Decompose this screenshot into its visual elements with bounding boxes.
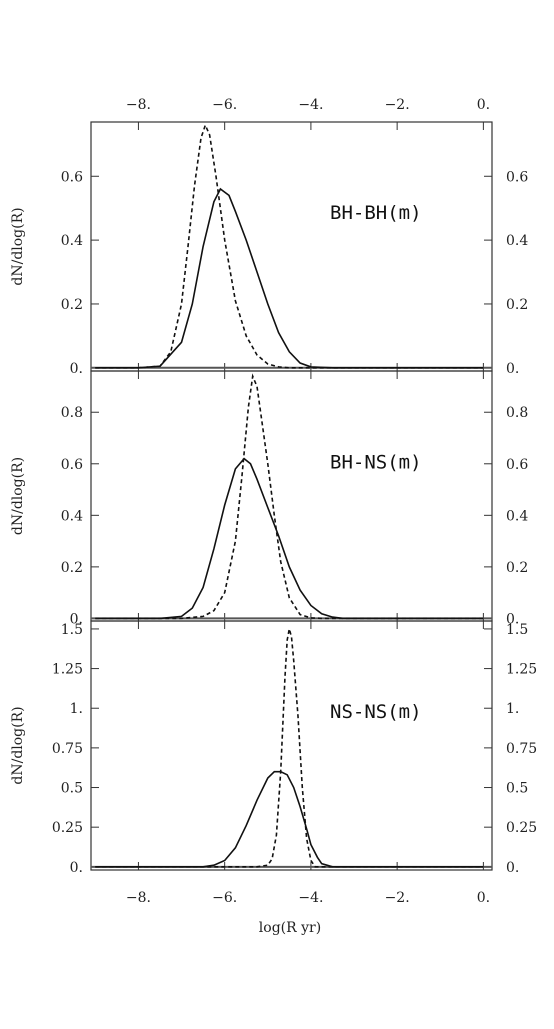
x-tick-label-bottom: 0. (477, 890, 490, 906)
bottom-x-tick-labels: −8. −6. −4. −2. 0. (126, 890, 490, 906)
y-tick-label: 0.2 (61, 297, 83, 313)
x-tick-label-bottom: −8. (126, 890, 151, 906)
panel-frame (90, 620, 493, 871)
panels: 0. 0. 0.2 0.2 0.4 0.4 0.6 0.6 dN/dlog(R) BH-BH(m)… (10, 121, 537, 876)
panel-1: 0. 0. 0.2 0.2 0.4 0.4 0.6 0.6 dN/dlog(R) BH-BH(m) (10, 121, 528, 377)
y-tick-label: 0.75 (52, 741, 83, 757)
panel-label: BH-BH(m) (330, 202, 422, 224)
series-line-solid (95, 457, 484, 620)
y-axis-title: dN/dlog(R) (10, 457, 26, 535)
y-axis-title: dN/dlog(R) (10, 207, 26, 285)
y-tick-label: 0.6 (61, 169, 83, 185)
y-tick-label: 0.6 (61, 457, 83, 473)
y-tick-label: 0. (70, 611, 83, 627)
x-tick-label-top: 0. (477, 97, 490, 113)
y-tick-label: 0.25 (52, 820, 83, 836)
y-tick-label: 0.2 (61, 560, 83, 576)
y-tick-label-right: 0.8 (506, 405, 528, 421)
y-tick-label-right: 0. (506, 860, 519, 876)
top-x-tick-labels: −8. −6. −4. −2. 0. (126, 97, 490, 113)
x-tick-label-top: −8. (126, 97, 151, 113)
x-tick-label-bottom: −2. (385, 890, 410, 906)
y-tick-label-right: 0.2 (506, 297, 528, 313)
x-axis-title: log(R yr) (259, 920, 321, 936)
series-line-dashed (95, 628, 484, 868)
panel-label: NS-NS(m) (330, 701, 422, 723)
y-tick-label: 0. (70, 860, 83, 876)
x-tick-label-top: −2. (385, 97, 410, 113)
panel-2: 0. 0. 0.2 0.2 0.4 0.4 0.6 0.6 0.8 0.8 dN/dlog(R) BH… (10, 370, 528, 627)
y-tick-label-right: 1.5 (506, 622, 528, 638)
y-tick-label-right: 0.4 (506, 508, 528, 524)
y-tick-label: 0.4 (61, 508, 83, 524)
series-line-solid (95, 770, 484, 868)
y-tick-label: 0.4 (61, 233, 83, 249)
panel-frame (90, 121, 493, 372)
y-axis-title: dN/dlog(R) (10, 706, 26, 784)
x-tick-label-bottom: −6. (212, 890, 237, 906)
x-tick-label-bottom: −4. (298, 890, 323, 906)
y-tick-label: 1.5 (61, 622, 83, 638)
y-tick-label-right: 1.25 (506, 662, 537, 678)
y-tick-label-right: 0. (506, 611, 519, 627)
series-line-dashed (95, 123, 484, 369)
panel-label: BH-NS(m) (330, 452, 422, 474)
y-tick-label-right: 0.6 (506, 169, 528, 185)
series-line-dashed (95, 373, 484, 620)
panel-frame (90, 370, 493, 622)
y-tick-label: 1. (70, 701, 83, 717)
y-tick-label-right: 0.4 (506, 233, 528, 249)
y-tick-label-right: 0.75 (506, 741, 537, 757)
x-tick-label-top: −6. (212, 97, 237, 113)
y-tick-label: 1.25 (52, 662, 83, 678)
y-tick-label-right: 0.6 (506, 457, 528, 473)
panel-3: 0. 0. 0.25 0.25 0.5 0.5 0.75 0.75 1. 1. 1.25 1.25 1.… (10, 620, 537, 876)
y-tick-label-right: 0.2 (506, 560, 528, 576)
y-tick-label: 0. (70, 361, 83, 377)
x-tick-label-top: −4. (298, 97, 323, 113)
y-tick-label-right: 0.25 (506, 820, 537, 836)
y-tick-label: 0.5 (61, 781, 83, 797)
y-tick-label-right: 1. (506, 701, 519, 717)
y-tick-label-right: 0.5 (506, 781, 528, 797)
series-line-solid (95, 187, 484, 369)
y-tick-label: 0.8 (61, 405, 83, 421)
y-tick-label-right: 0. (506, 361, 519, 377)
